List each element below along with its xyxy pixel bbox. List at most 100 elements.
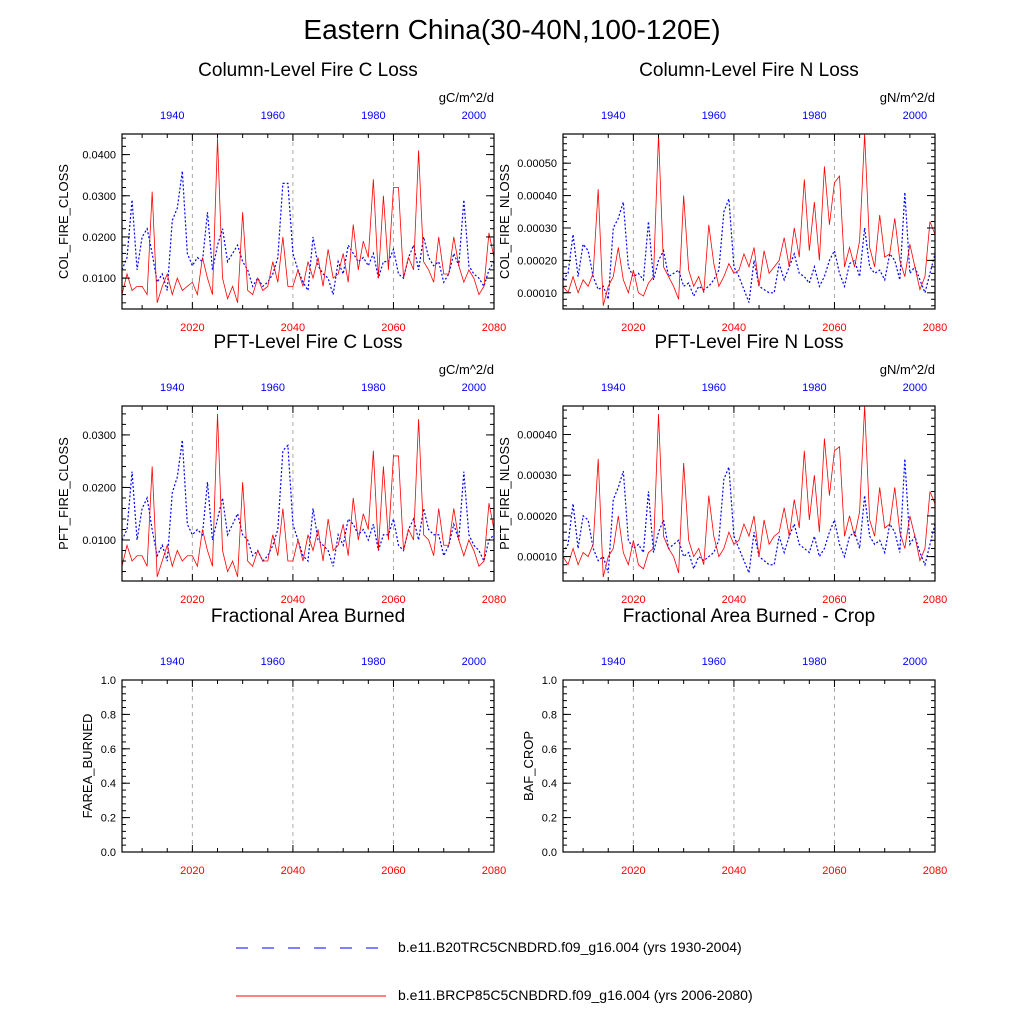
x-tick-label-top: 1940 <box>601 656 625 668</box>
x-tick-label-bottom: 2040 <box>722 594 746 606</box>
y-tick-label: 0.6 <box>542 744 557 756</box>
x-tick-label-top: 1960 <box>702 656 726 668</box>
y-axis-label: BAF_CROP <box>521 731 536 801</box>
y-tick-label: 0.6 <box>101 744 116 756</box>
y-axis-label: FAREA_BURNED <box>80 714 95 819</box>
x-tick-label-bottom: 2080 <box>482 865 506 877</box>
x-tick-label-bottom: 2020 <box>180 594 204 606</box>
series-line-historical <box>562 458 936 576</box>
x-tick-label-top: 2000 <box>903 382 927 394</box>
legend-item-future: b.e11.BRCP85C5CNBDRD.f09_g16.004 (yrs 20… <box>236 984 796 1008</box>
x-tick-label-top: 2000 <box>462 382 486 394</box>
x-tick-label-bottom: 2060 <box>822 865 846 877</box>
units-label: gN/m^2/d <box>880 90 935 105</box>
y-tick-label: 0.0 <box>542 847 557 859</box>
y-tick-label: 0.00040 <box>517 191 557 203</box>
y-tick-label: 0.0400 <box>82 150 116 162</box>
x-tick-label-bottom: 2020 <box>621 322 645 334</box>
units-label: gC/m^2/d <box>439 90 494 105</box>
x-tick-label-top: 1960 <box>261 110 285 122</box>
series-line-future <box>562 405 936 578</box>
y-tick-label: 0.00020 <box>517 511 557 523</box>
y-tick-label: 0.8 <box>101 709 116 721</box>
x-tick-label-bottom: 2060 <box>381 322 405 334</box>
panel-title: PFT-Level Fire N Loss <box>654 332 844 353</box>
y-tick-label: 0.00020 <box>517 255 557 267</box>
chart-panel-svg: 2020 2040 2060 2080 1940 1960 1980 2000 gN/m^2/d… <box>497 90 947 334</box>
x-tick-label-bottom: 2060 <box>381 594 405 606</box>
x-tick-label-bottom: 2040 <box>722 322 746 334</box>
x-tick-label-top: 1940 <box>160 382 184 394</box>
plot-frame <box>121 679 495 853</box>
legend-label-future: b.e11.BRCP85C5CNBDRD.f09_g16.004 (yrs 20… <box>398 987 753 1003</box>
y-tick-label: 0.4 <box>101 778 116 790</box>
y-tick-label: 0.0100 <box>82 535 116 547</box>
x-tick-label-top: 1940 <box>601 382 625 394</box>
y-tick-label: 0.00010 <box>517 552 557 564</box>
series-line-future <box>121 413 495 577</box>
x-tick-label-bottom: 2060 <box>381 865 405 877</box>
y-axis-label: PFT_FIRE_NLOSS <box>497 437 512 550</box>
series-line-historical <box>562 192 936 303</box>
y-tick-label: 0.0200 <box>82 232 116 244</box>
y-tick-label: 0.0300 <box>82 430 116 442</box>
y-tick-label: 0.0 <box>101 847 116 859</box>
x-tick-label-bottom: 2080 <box>923 322 947 334</box>
x-tick-label-top: 2000 <box>903 110 927 122</box>
x-tick-label-bottom: 2040 <box>722 865 746 877</box>
y-tick-label: 0.00040 <box>517 429 557 441</box>
y-tick-label: 0.0100 <box>82 273 116 285</box>
y-tick-label: 0.00030 <box>517 223 557 235</box>
x-tick-label-top: 1960 <box>702 110 726 122</box>
plot-frame <box>121 405 495 582</box>
series-line-historical <box>121 440 495 567</box>
chart-panel-svg: 2020 2040 2060 2080 1940 1960 1980 2000 0.0 0.2 0.… <box>521 656 947 877</box>
x-tick-label-top: 1960 <box>261 656 285 668</box>
x-tick-label-top: 1980 <box>802 110 826 122</box>
x-tick-label-bottom: 2060 <box>822 594 846 606</box>
y-axis-label: COL_FIRE_CLOSS <box>56 164 71 279</box>
plot-frame <box>562 679 936 853</box>
x-tick-label-bottom: 2040 <box>281 865 305 877</box>
x-tick-label-top: 1940 <box>160 656 184 668</box>
x-tick-label-top: 1940 <box>601 110 625 122</box>
x-tick-label-top: 1960 <box>702 382 726 394</box>
series-line-future <box>121 138 495 303</box>
x-tick-label-bottom: 2080 <box>923 594 947 606</box>
x-tick-label-bottom: 2020 <box>621 594 645 606</box>
legend-dash-swatch <box>236 947 386 949</box>
plot-frame <box>121 133 495 310</box>
x-tick-label-bottom: 2080 <box>923 865 947 877</box>
series-line-historical <box>121 170 495 295</box>
y-tick-label: 0.00010 <box>517 288 557 300</box>
x-tick-label-bottom: 2080 <box>482 322 506 334</box>
y-tick-label: 0.00050 <box>517 158 557 170</box>
x-tick-label-top: 1980 <box>361 382 385 394</box>
x-tick-label-bottom: 2020 <box>180 322 204 334</box>
panel-title: Column-Level Fire N Loss <box>639 60 859 81</box>
units-label: gC/m^2/d <box>439 362 494 377</box>
x-tick-label-bottom: 2020 <box>621 865 645 877</box>
y-tick-label: 0.2 <box>542 813 557 825</box>
y-tick-label: 0.0200 <box>82 482 116 494</box>
chart-panel-svg: 2020 2040 2060 2080 1940 1960 1980 2000 gC/m^2/d… <box>56 90 506 334</box>
panel-title: Column-Level Fire C Loss <box>198 60 418 81</box>
y-tick-label: 0.0300 <box>82 191 116 203</box>
chart-panel-svg: 2020 2040 2060 2080 1940 1960 1980 2000 gN/m^2/d… <box>497 362 947 606</box>
y-tick-label: 0.8 <box>542 709 557 721</box>
x-tick-label-top: 1940 <box>160 110 184 122</box>
x-tick-label-bottom: 2040 <box>281 594 305 606</box>
y-tick-label: 0.00030 <box>517 470 557 482</box>
figure-title: Eastern China(30-40N,100-120E) <box>303 14 721 45</box>
x-tick-label-top: 1980 <box>361 110 385 122</box>
panel-title: Fractional Area Burned <box>210 606 406 627</box>
legend-item-historical: b.e11.B20TRC5CNBDRD.f09_g16.004 (yrs 193… <box>236 936 796 960</box>
legend-solid-swatch <box>236 995 386 997</box>
x-tick-label-bottom: 2040 <box>281 322 305 334</box>
y-axis-label: COL_FIRE_NLOSS <box>497 164 512 279</box>
y-tick-label: 0.2 <box>101 813 116 825</box>
x-tick-label-top: 1960 <box>261 382 285 394</box>
panel-title: Fractional Area Burned - Crop <box>622 606 876 627</box>
x-tick-label-top: 2000 <box>462 656 486 668</box>
x-tick-label-top: 1980 <box>361 656 385 668</box>
